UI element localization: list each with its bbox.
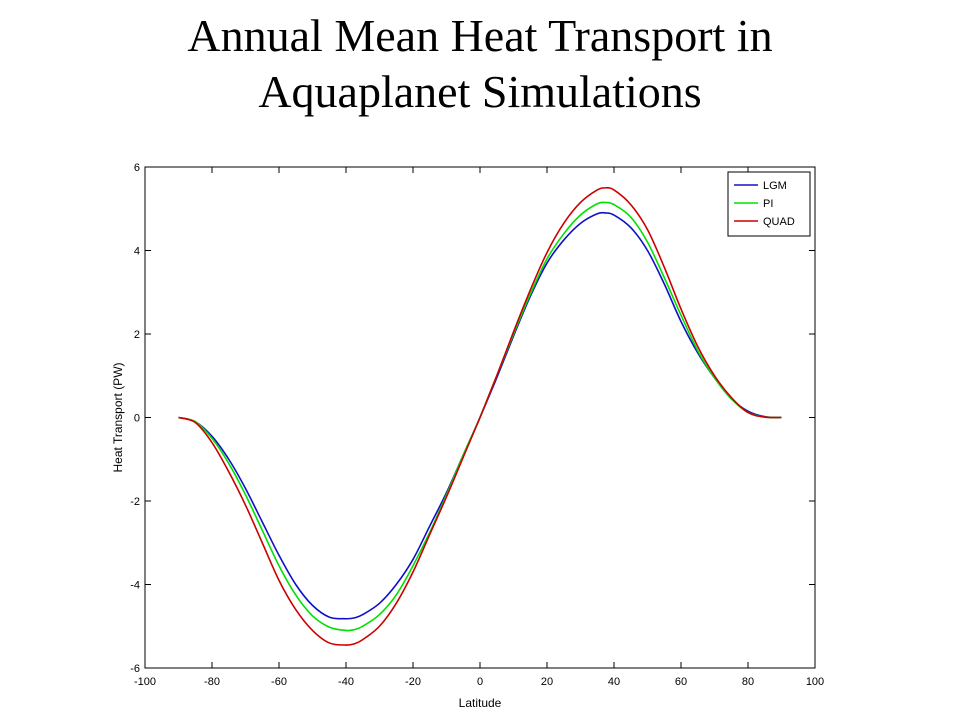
legend-label-lgm: LGM — [763, 180, 787, 192]
series-lines — [178, 187, 782, 646]
legend-box — [727, 171, 811, 237]
y-tick-label: -2 — [130, 496, 140, 508]
x-tick-label: 0 — [477, 676, 483, 688]
x-tick-label: -20 — [405, 676, 421, 688]
x-tick-label: 40 — [608, 676, 620, 688]
legend-label-quad: QUAD — [763, 216, 795, 228]
slide-title-line-2: Aquaplanet Simulations — [258, 66, 702, 117]
slide-title-line-1: Annual Mean Heat Transport in — [187, 10, 773, 61]
x-tick-label: -40 — [338, 676, 354, 688]
x-tick-label: 80 — [742, 676, 754, 688]
x-tick-label: 100 — [806, 676, 824, 688]
series-line-quad — [178, 187, 782, 646]
x-tick-label: -80 — [204, 676, 220, 688]
y-tick-label: 4 — [134, 246, 140, 258]
y-tick-label: 6 — [134, 162, 140, 174]
y-tick-label: -4 — [130, 580, 140, 592]
slide-title: Annual Mean Heat Transport in Aquaplanet… — [0, 8, 960, 120]
x-tick-label: 60 — [675, 676, 687, 688]
x-tick-label: -100 — [134, 676, 156, 688]
x-tick-label: 20 — [541, 676, 553, 688]
legend: LGM PI QUAD — [727, 171, 811, 237]
x-tick-label: -60 — [271, 676, 287, 688]
y-tick-label: 0 — [134, 413, 140, 425]
legend-label-pi: PI — [763, 198, 773, 210]
y-tick-label: -6 — [130, 663, 140, 675]
y-axis-label: Heat Transport (PW) — [111, 362, 125, 472]
x-axis-label: Latitude — [459, 696, 502, 710]
y-tick-label: 2 — [134, 329, 140, 341]
